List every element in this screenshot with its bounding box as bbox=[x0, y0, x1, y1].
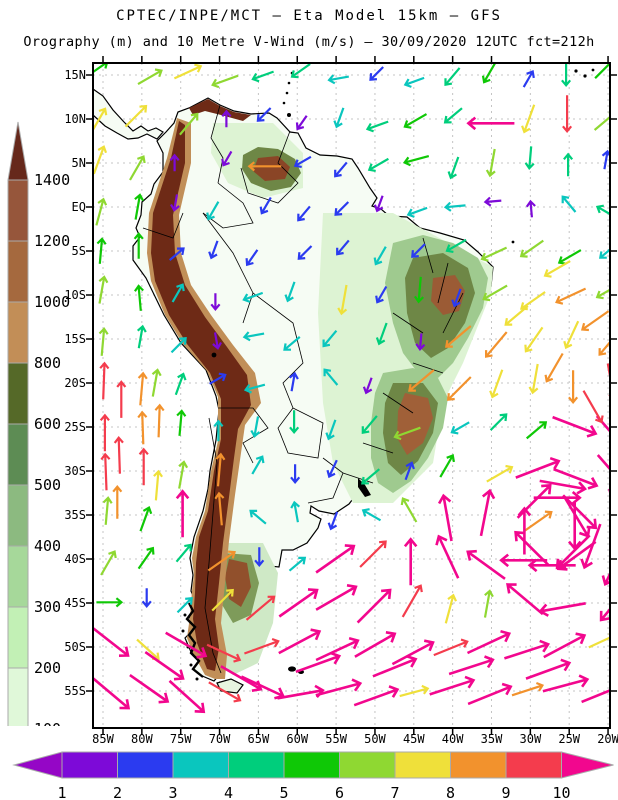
wind-speed-label: 8 bbox=[446, 784, 455, 800]
central-america-coastline bbox=[93, 88, 164, 140]
wind-speed-segment bbox=[339, 751, 396, 779]
elevation-segment bbox=[7, 545, 29, 608]
axis-ticks bbox=[86, 56, 617, 735]
chilean-fjords bbox=[185, 602, 204, 678]
elevation-segment bbox=[7, 179, 29, 242]
elevation-label: 1400 bbox=[34, 171, 70, 189]
wind-right-arrow bbox=[561, 751, 614, 779]
lat-label: 15S bbox=[64, 332, 86, 346]
lat-label: 10S bbox=[64, 288, 86, 302]
wind-speed-label: 2 bbox=[113, 784, 122, 800]
elevation-top-arrow bbox=[7, 121, 29, 181]
elevation-label: 1200 bbox=[34, 232, 70, 250]
elevation-label: 800 bbox=[34, 354, 61, 372]
elevation-label: 300 bbox=[34, 598, 61, 616]
elevation-segment bbox=[7, 667, 29, 726]
chart-title: CPTEC/INPE/MCT — Eta Model 15km — GFS bbox=[116, 8, 502, 24]
lon-label: 80W bbox=[131, 732, 153, 746]
lon-label: 25W bbox=[558, 732, 581, 746]
lat-label: 45S bbox=[64, 596, 86, 610]
lat-label: 55S bbox=[64, 684, 86, 698]
lon-label: 60W bbox=[286, 732, 309, 746]
lat-label: 5N bbox=[71, 156, 86, 170]
lon-label: 35W bbox=[480, 732, 503, 746]
lat-label: 20S bbox=[64, 376, 86, 390]
lat-label: 30S bbox=[64, 464, 86, 478]
elevation-segment bbox=[7, 362, 29, 425]
elevation-label: 500 bbox=[34, 476, 61, 494]
wind-speed-segment bbox=[505, 751, 562, 779]
wind-speed-segment bbox=[283, 751, 340, 779]
andes-range bbox=[151, 121, 251, 671]
wind-speed-label: 5 bbox=[279, 784, 288, 800]
lat-label: 25S bbox=[64, 420, 86, 434]
wind-speed-label: 9 bbox=[501, 784, 510, 800]
south-america-map bbox=[86, 56, 617, 735]
elevation-label: 100 bbox=[34, 720, 61, 726]
lat-label: 50S bbox=[64, 640, 86, 654]
wind-speed-label: 1 bbox=[57, 784, 66, 800]
wind-speed-colorbar: 1 2 3 4 5 6 7 8 9 10 bbox=[12, 751, 614, 800]
wind-speed-label: 10 bbox=[552, 784, 570, 800]
country-borders bbox=[142, 104, 464, 674]
wind-left-arrow bbox=[12, 751, 63, 779]
guiana-highlands-core bbox=[253, 156, 290, 181]
lon-label: 40W bbox=[441, 732, 464, 746]
lon-label: 30W bbox=[519, 732, 542, 746]
lat-label: 40S bbox=[64, 552, 86, 566]
wind-speed-segment bbox=[61, 751, 118, 779]
lon-label: 45W bbox=[402, 732, 425, 746]
elevation-segment bbox=[7, 423, 29, 486]
elevation-label: 400 bbox=[34, 537, 61, 555]
wind-arrows-layer bbox=[93, 63, 610, 714]
wind-speed-segment bbox=[394, 751, 451, 779]
elevation-segment bbox=[7, 606, 29, 669]
lon-label: 55W bbox=[325, 732, 347, 746]
lat-label: 5S bbox=[71, 244, 86, 258]
lon-label: 75W bbox=[169, 732, 192, 746]
wind-speed-label: 4 bbox=[224, 784, 233, 800]
elevation-label: 1000 bbox=[34, 293, 70, 311]
orography-colorbar: 1400 1200 1000 800 600 500 400 300 200 100 bbox=[7, 121, 70, 726]
lon-label: 85W bbox=[92, 732, 114, 746]
land-layer bbox=[93, 68, 595, 694]
tierra-del-fuego bbox=[216, 678, 244, 694]
lon-label: 65W bbox=[247, 732, 270, 746]
wind-speed-segment bbox=[172, 751, 229, 779]
lon-label: 70W bbox=[208, 732, 231, 746]
venezuela-coastal-range bbox=[189, 99, 251, 121]
chart-subtitle: Orography (m) and 10 Metre V-Wind (m/s) … bbox=[23, 34, 595, 50]
lat-label: 35S bbox=[64, 508, 86, 522]
elevation-segment bbox=[7, 484, 29, 547]
lon-label: 20W bbox=[597, 732, 618, 746]
lon-label: 50W bbox=[364, 732, 386, 746]
lat-label: 10N bbox=[64, 112, 86, 126]
elevation-label: 600 bbox=[34, 415, 61, 433]
elevation-segment bbox=[7, 301, 29, 364]
lat-label: EQ bbox=[71, 200, 86, 214]
wind-speed-segment bbox=[228, 751, 285, 779]
wind-speed-segment bbox=[450, 751, 507, 779]
elevation-segment bbox=[7, 240, 29, 303]
elevation-label: 200 bbox=[34, 659, 61, 677]
wind-speed-label: 3 bbox=[168, 784, 177, 800]
lat-label: 15N bbox=[64, 68, 86, 82]
wind-speed-segment bbox=[117, 751, 174, 779]
wind-speed-label: 6 bbox=[335, 784, 344, 800]
wind-speed-label: 7 bbox=[390, 784, 399, 800]
map-frame bbox=[92, 62, 611, 729]
